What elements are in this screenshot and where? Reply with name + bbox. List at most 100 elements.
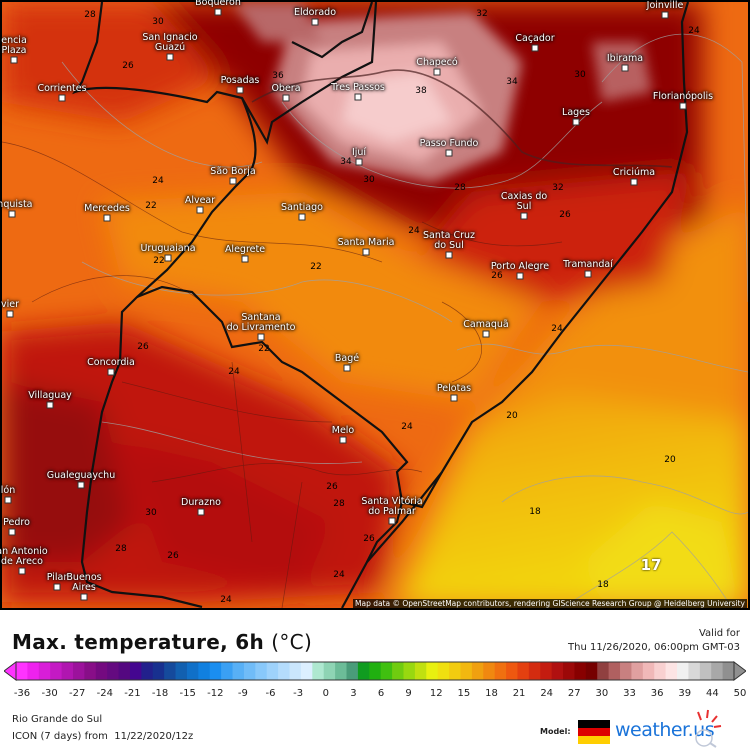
valid-time: Thu 11/26/2020, 06:00pm GMT-03 [568,642,740,653]
city-label: São Borja [210,166,256,177]
city-marker [166,53,174,61]
city-label: Uruguaiana [140,243,196,254]
scale-swatch [506,662,518,680]
contour-label: 30 [363,175,375,185]
scale-swatch [608,662,621,680]
scale-swatch [574,662,587,680]
city-label: Caçador [515,33,555,44]
city-marker [196,206,204,214]
minimum-label: 17 [640,556,662,574]
scale-swatch [38,662,51,680]
city-marker [10,56,18,64]
contour-label: 26 [167,551,179,561]
contour-label: 28 [115,544,127,554]
scale-swatch [369,662,382,680]
city-label: Passo Fundo [419,138,479,149]
contour-label: 24 [220,595,232,605]
contour-label: 22 [153,256,165,266]
scale-tick-label: 27 [567,688,581,699]
scale-tick-label: -18 [151,688,169,699]
city-label: Santa Cruz do Sul [423,230,475,251]
city-label: Santa Vitória do Palmar [361,496,423,517]
scale-swatch [403,662,416,680]
germany-flag-icon [578,720,610,744]
contour-label: 30 [145,508,157,518]
contour-label: 20 [664,455,676,465]
weather-us-logo[interactable]: weather.us [615,719,715,741]
city-marker [298,213,306,221]
temperature-field [2,2,748,608]
contour-label: 24 [333,570,345,580]
scale-tick-label: 30 [595,688,609,699]
scale-swatch [346,662,359,680]
city-label: Porto Alegre [490,261,550,272]
scale-tick-label: -9 [237,688,248,699]
city-marker [433,68,441,76]
city-marker [197,508,205,516]
scale-tick-label: -6 [265,688,276,699]
contour-label: 26 [491,271,503,281]
city-marker [164,254,172,262]
contour-label: 28 [454,183,466,193]
city-label: Villaguay [28,390,72,401]
city-marker [229,177,237,185]
city-label: Pilar [46,572,68,583]
city-marker [6,310,14,318]
contour-label: 32 [476,9,488,19]
scale-tick-label: -15 [179,688,196,699]
city-marker [584,270,592,278]
contour-label: 26 [363,534,375,544]
contour-label: 24 [408,226,420,236]
scale-swatch [289,662,302,680]
scale-swatch [380,662,393,680]
scale-tick-label: -30 [41,688,58,699]
scale-tick-label: 39 [678,688,692,699]
scale-swatch [631,662,644,680]
scale-swatch [95,662,108,680]
city-marker [77,481,85,489]
scale-swatch [426,662,439,680]
scale-swatch [597,662,610,680]
color-scale-bar [4,661,746,681]
contour-label: 24 [152,176,164,186]
contour-label: 18 [529,507,541,517]
city-marker [355,158,363,166]
temperature-map[interactable]: Boqueron Eldorado San Ignacio Guazú encia P… [0,0,750,610]
city-label: Santa Maria [337,237,395,248]
scale-swatch [164,662,177,680]
scale-swatch [27,662,40,680]
scale-max-arrow [733,661,746,681]
city-marker [520,212,528,220]
city-label: Bagé [334,353,360,364]
contour-label: 22 [310,262,322,272]
scale-swatch [266,662,279,680]
sun-logo-icon [695,709,722,748]
contour-label: 26 [559,210,571,220]
city-marker [107,368,115,376]
map-attribution[interactable]: Map data © OpenStreetMap contributors, r… [353,599,747,608]
scale-swatch [711,662,724,680]
contour-label: 26 [122,61,134,71]
city-marker [445,149,453,157]
scale-swatch [232,662,245,680]
scale-tick-label: 18 [485,688,498,699]
map-title: Max. temperature, 6h (°C) [12,630,312,654]
scale-tick-label: 0 [322,688,329,699]
scale-swatch [323,662,336,680]
city-label: vier [0,299,20,310]
city-label: Boqueron [195,0,241,8]
scale-tick-label: 36 [650,688,664,699]
city-label: n Pedro [0,517,30,528]
scale-swatch [221,662,234,680]
contour-label: 24 [551,324,563,334]
scale-tick-label: 9 [405,688,412,699]
city-marker [445,251,453,259]
scale-tick-label: -21 [124,688,141,699]
contour-label: 26 [137,342,149,352]
city-label: onquista [0,199,33,210]
scale-swatch [517,662,530,680]
scale-tick-label: 3 [350,688,357,699]
city-label: Criciúma [612,167,656,178]
scale-swatch [186,662,199,680]
city-marker [531,44,539,52]
